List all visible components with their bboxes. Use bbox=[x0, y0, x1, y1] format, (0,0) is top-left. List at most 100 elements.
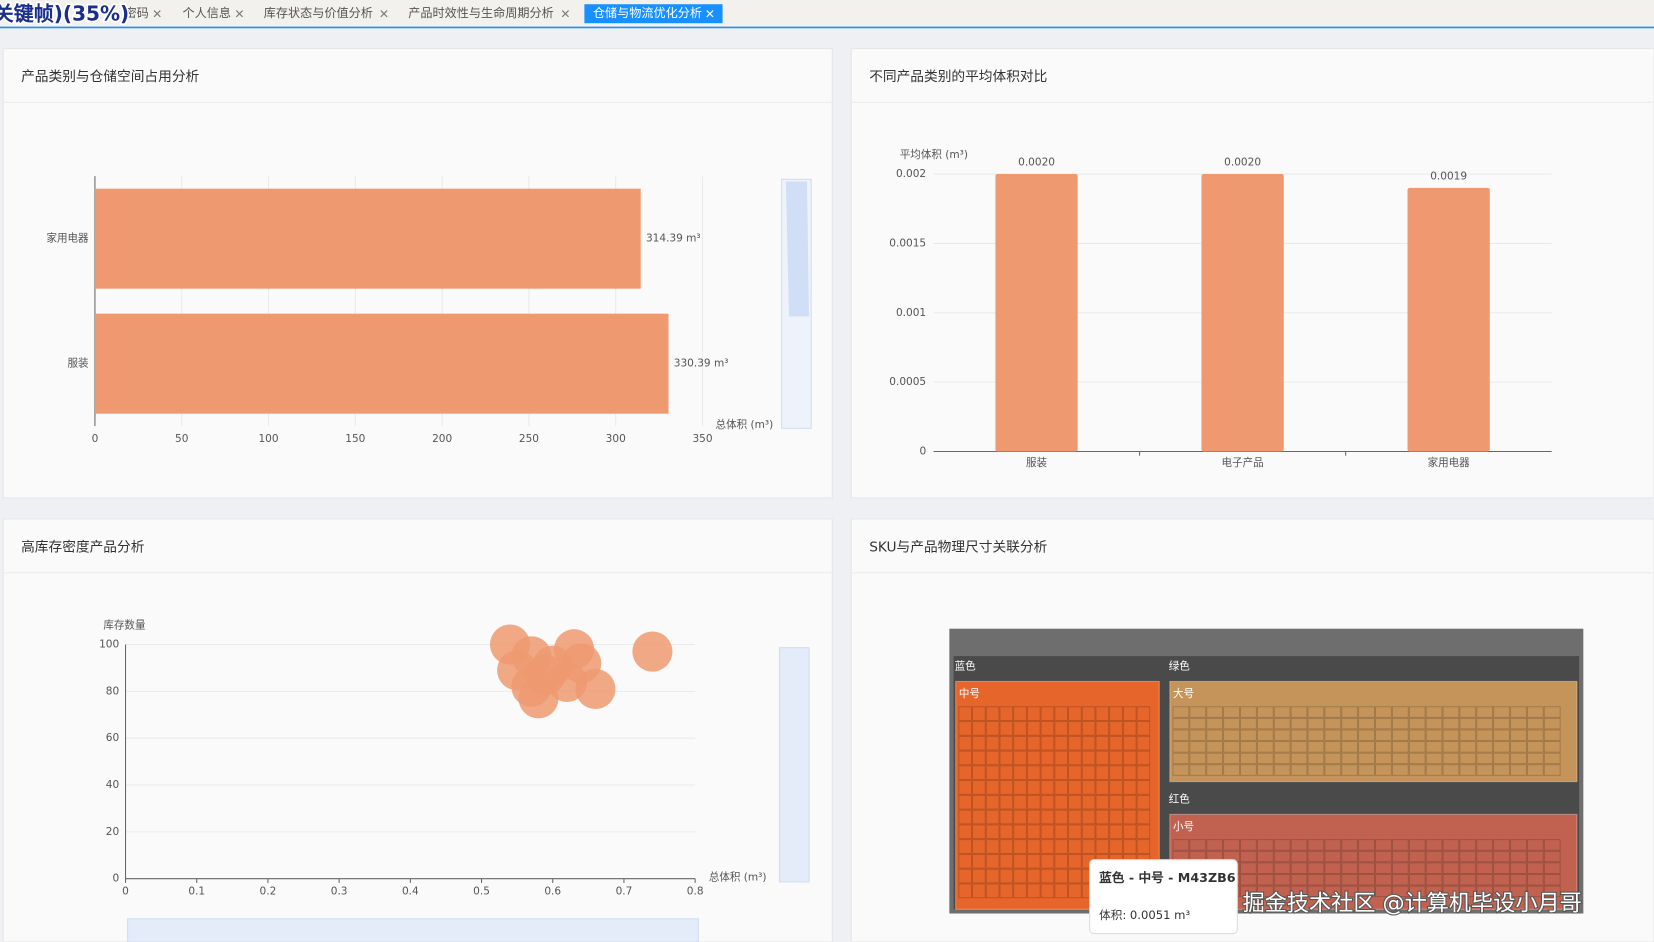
treemap-cell[interactable] bbox=[1240, 850, 1257, 863]
treemap-cell[interactable] bbox=[1442, 706, 1460, 718]
treemap-cell[interactable] bbox=[1290, 850, 1308, 863]
treemap-cell[interactable] bbox=[1040, 721, 1055, 736]
treemap-cell[interactable] bbox=[985, 735, 1000, 751]
treemap-cell[interactable] bbox=[1476, 850, 1494, 863]
zoom-slider[interactable] bbox=[779, 647, 810, 883]
treemap-cell[interactable] bbox=[1459, 874, 1477, 886]
treemap-cell[interactable] bbox=[1358, 874, 1375, 886]
treemap-cell[interactable] bbox=[1054, 839, 1068, 854]
treemap-cell[interactable] bbox=[1459, 850, 1477, 863]
treemap-cell[interactable] bbox=[1425, 839, 1443, 851]
treemap-cell[interactable] bbox=[958, 868, 972, 884]
treemap-cell[interactable] bbox=[958, 824, 972, 840]
treemap-cell[interactable] bbox=[1223, 764, 1240, 776]
treemap-cell[interactable] bbox=[1206, 764, 1223, 776]
treemap-cell[interactable] bbox=[1324, 874, 1342, 886]
treemap-cell[interactable] bbox=[1526, 874, 1544, 886]
treemap-cell[interactable] bbox=[1013, 721, 1027, 736]
treemap-cell[interactable] bbox=[1510, 885, 1527, 898]
treemap-cell[interactable] bbox=[1206, 706, 1223, 718]
treemap-cell[interactable] bbox=[1391, 885, 1409, 898]
treemap-cell[interactable] bbox=[1510, 752, 1527, 765]
treemap-cell[interactable] bbox=[985, 868, 1000, 884]
treemap-cell[interactable] bbox=[1408, 885, 1426, 898]
treemap-cell[interactable] bbox=[985, 794, 1000, 810]
treemap-cell[interactable] bbox=[1391, 764, 1409, 776]
treemap-cell[interactable] bbox=[1408, 862, 1426, 874]
treemap-cell[interactable] bbox=[1408, 741, 1426, 753]
treemap-cell[interactable] bbox=[1256, 717, 1274, 730]
treemap-cell[interactable] bbox=[1476, 874, 1494, 886]
treemap-cell[interactable] bbox=[1172, 752, 1190, 765]
treemap-cell[interactable] bbox=[1510, 874, 1527, 886]
treemap-cell[interactable] bbox=[1095, 706, 1110, 721]
treemap-cell[interactable] bbox=[1493, 706, 1510, 718]
treemap-cell[interactable] bbox=[1136, 721, 1151, 736]
treemap-cell[interactable] bbox=[1040, 735, 1055, 751]
treemap-cell[interactable] bbox=[1290, 862, 1308, 874]
treemap-cell[interactable] bbox=[1425, 850, 1443, 863]
treemap-cell[interactable] bbox=[1136, 735, 1151, 751]
treemap-cell[interactable] bbox=[1273, 706, 1291, 718]
treemap-cell[interactable] bbox=[1493, 862, 1510, 874]
treemap-cell[interactable] bbox=[1425, 874, 1443, 886]
treemap-cell[interactable] bbox=[1476, 752, 1494, 765]
treemap-cell[interactable] bbox=[1095, 839, 1110, 854]
treemap-cell[interactable] bbox=[1040, 809, 1055, 825]
treemap-cell[interactable] bbox=[1341, 764, 1359, 776]
treemap-cell[interactable] bbox=[1054, 883, 1068, 899]
treemap-cell[interactable] bbox=[1109, 721, 1123, 736]
treemap-cell[interactable] bbox=[1493, 874, 1510, 886]
treemap-cell[interactable] bbox=[1068, 735, 1082, 751]
treemap-cell[interactable] bbox=[1408, 717, 1426, 730]
treemap-cell[interactable] bbox=[1510, 839, 1527, 851]
treemap-cell[interactable] bbox=[1026, 721, 1041, 736]
treemap-cell[interactable] bbox=[958, 809, 972, 825]
treemap-cell[interactable] bbox=[958, 839, 972, 854]
treemap-cell[interactable] bbox=[1136, 706, 1151, 721]
treemap-cell[interactable] bbox=[1324, 729, 1342, 741]
treemap-cell[interactable] bbox=[1109, 765, 1123, 780]
treemap-cell[interactable] bbox=[1510, 862, 1527, 874]
treemap-cell[interactable] bbox=[1375, 885, 1392, 898]
treemap-cell[interactable] bbox=[1375, 874, 1392, 886]
treemap-cell[interactable] bbox=[1425, 885, 1443, 898]
treemap-cell[interactable] bbox=[1442, 764, 1460, 776]
treemap-cell[interactable] bbox=[1307, 717, 1325, 730]
treemap-cell[interactable] bbox=[1240, 717, 1257, 730]
treemap-cell[interactable] bbox=[972, 735, 986, 751]
treemap-cell[interactable] bbox=[1240, 764, 1257, 776]
treemap-cell[interactable] bbox=[1358, 717, 1375, 730]
treemap-cell[interactable] bbox=[1375, 862, 1392, 874]
treemap-cell[interactable] bbox=[1358, 850, 1375, 863]
treemap-cell[interactable] bbox=[972, 839, 986, 854]
treemap-cell[interactable] bbox=[1493, 885, 1510, 898]
treemap-cell[interactable] bbox=[1256, 874, 1274, 886]
treemap-cell[interactable] bbox=[1013, 750, 1027, 766]
treemap-cell[interactable] bbox=[1240, 874, 1257, 886]
treemap-cell[interactable] bbox=[1543, 885, 1561, 898]
treemap-cell[interactable] bbox=[1054, 794, 1068, 810]
treemap-cell[interactable] bbox=[985, 839, 1000, 854]
treemap-cell[interactable] bbox=[1375, 839, 1392, 851]
treemap-cell[interactable] bbox=[1189, 839, 1207, 851]
treemap-cell[interactable] bbox=[1240, 839, 1257, 851]
treemap-cell[interactable] bbox=[1206, 717, 1223, 730]
treemap-cell[interactable] bbox=[1256, 752, 1274, 765]
treemap-cell[interactable] bbox=[1109, 839, 1123, 854]
treemap-cell[interactable] bbox=[1122, 780, 1137, 795]
treemap-cell[interactable] bbox=[1040, 750, 1055, 766]
treemap-cell[interactable] bbox=[1476, 741, 1494, 753]
treemap-cell[interactable] bbox=[1510, 717, 1527, 730]
treemap-cell[interactable] bbox=[1026, 780, 1041, 795]
treemap-cell[interactable] bbox=[1425, 741, 1443, 753]
treemap-cell[interactable] bbox=[1189, 706, 1207, 718]
treemap-cell[interactable] bbox=[1526, 862, 1544, 874]
treemap-cell[interactable] bbox=[1425, 717, 1443, 730]
treemap-cell[interactable] bbox=[1459, 839, 1477, 851]
tab-close[interactable] bbox=[235, 10, 244, 18]
treemap-cell[interactable] bbox=[1081, 706, 1096, 721]
treemap-cell[interactable] bbox=[1013, 883, 1027, 899]
treemap-cell[interactable] bbox=[1040, 883, 1055, 899]
treemap-cell[interactable] bbox=[999, 721, 1014, 736]
